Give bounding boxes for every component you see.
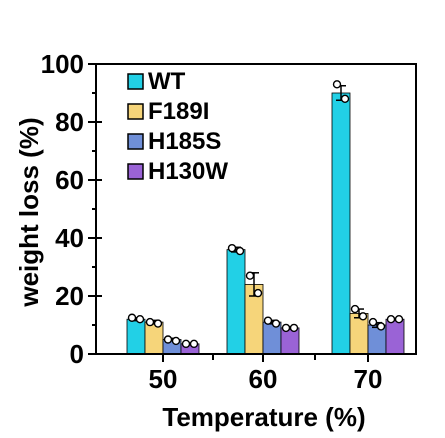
data-point bbox=[394, 315, 404, 324]
legend-label-f189i: F189I bbox=[148, 98, 209, 125]
data-point bbox=[145, 317, 155, 327]
data-point bbox=[271, 319, 281, 328]
data-point bbox=[189, 339, 199, 349]
data-point bbox=[135, 315, 145, 324]
legend-swatch-h130w bbox=[127, 163, 144, 180]
data-point bbox=[332, 80, 342, 89]
data-point bbox=[376, 322, 386, 331]
data-point bbox=[253, 288, 263, 298]
data-point bbox=[340, 94, 350, 104]
legend-swatch-f189i bbox=[127, 103, 144, 120]
legend-label-h130w: H130W bbox=[148, 158, 228, 185]
y-axis-label: weight loss (%) bbox=[14, 117, 44, 307]
bar-wt-50 bbox=[126, 318, 146, 355]
data-point bbox=[163, 335, 173, 344]
data-point bbox=[358, 312, 368, 321]
legend-swatch-h185s bbox=[127, 133, 144, 150]
data-point bbox=[386, 315, 396, 324]
data-point bbox=[281, 323, 291, 333]
x-axis-label: Temperature (%) bbox=[162, 402, 365, 432]
data-point bbox=[263, 316, 273, 325]
data-point bbox=[227, 243, 237, 253]
data-point bbox=[153, 319, 163, 328]
bar-wt-70 bbox=[331, 92, 351, 355]
y-tick-label: 60 bbox=[55, 165, 84, 195]
y-tick-label: 40 bbox=[55, 223, 84, 253]
y-tick-label: 100 bbox=[41, 49, 84, 79]
legend-label-h185s: H185S bbox=[148, 128, 221, 155]
bar-wt-60 bbox=[226, 249, 246, 355]
data-point bbox=[181, 339, 191, 349]
x-tick-label: 60 bbox=[249, 364, 278, 394]
data-point bbox=[127, 313, 137, 322]
x-tick-label: 50 bbox=[149, 364, 178, 394]
bar-h130w-70 bbox=[385, 318, 405, 355]
y-tick-label: 80 bbox=[55, 107, 84, 137]
y-tick-label: 0 bbox=[70, 339, 84, 369]
data-point bbox=[289, 323, 299, 333]
data-point bbox=[368, 317, 378, 327]
legend-label-wt: WT bbox=[148, 68, 186, 95]
x-tick-label: 70 bbox=[354, 364, 383, 394]
y-tick-label: 20 bbox=[55, 281, 84, 311]
bar-h130w-60 bbox=[280, 327, 300, 355]
legend-swatch-wt bbox=[127, 73, 144, 90]
data-point bbox=[245, 271, 255, 280]
data-point bbox=[235, 246, 245, 256]
data-point bbox=[171, 336, 181, 346]
data-point bbox=[350, 304, 360, 314]
